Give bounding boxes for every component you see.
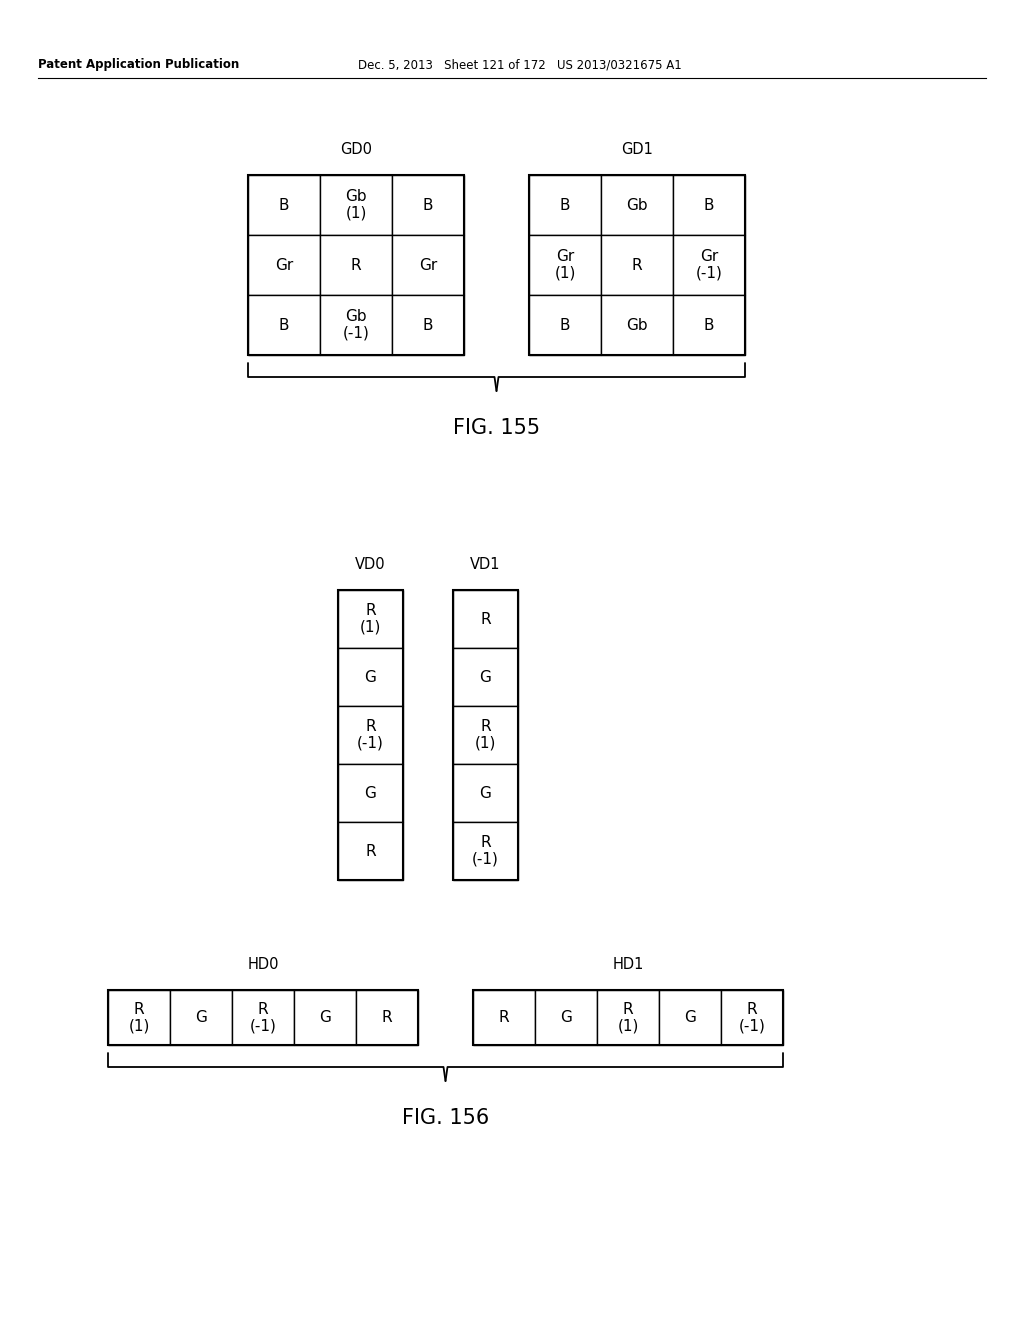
Text: GD1: GD1 — [622, 143, 653, 157]
Text: VD1: VD1 — [470, 557, 501, 572]
Text: B: B — [423, 198, 433, 213]
Text: G: G — [365, 785, 377, 800]
Bar — [248, 176, 464, 355]
Bar — [453, 648, 518, 706]
Bar — [535, 990, 597, 1045]
Text: B: B — [703, 318, 715, 333]
Text: Patent Application Publication: Patent Application Publication — [38, 58, 240, 71]
Text: R
(1): R (1) — [617, 1002, 639, 1034]
Bar — [601, 176, 673, 235]
Bar — [529, 176, 745, 355]
Text: R
(-1): R (-1) — [738, 1002, 765, 1034]
Bar — [338, 590, 403, 880]
Text: Gr
(-1): Gr (-1) — [695, 249, 723, 281]
Bar — [673, 176, 745, 235]
Bar — [108, 990, 418, 1045]
Text: G: G — [319, 1010, 331, 1026]
Bar — [319, 176, 392, 235]
Bar — [601, 294, 673, 355]
Text: R: R — [366, 843, 376, 858]
Text: B: B — [279, 318, 289, 333]
Bar — [673, 294, 745, 355]
Text: R
(1): R (1) — [128, 1002, 150, 1034]
Text: Gb: Gb — [627, 318, 648, 333]
Text: G: G — [684, 1010, 696, 1026]
Text: R: R — [382, 1010, 392, 1026]
Text: VD0: VD0 — [355, 557, 386, 572]
Bar — [659, 990, 721, 1045]
Bar — [392, 176, 464, 235]
Text: R: R — [350, 257, 361, 272]
Text: G: G — [560, 1010, 572, 1026]
Text: Gr: Gr — [419, 257, 437, 272]
Bar — [597, 990, 659, 1045]
Bar — [356, 990, 418, 1045]
Bar — [170, 990, 232, 1045]
Text: G: G — [195, 1010, 207, 1026]
Bar — [453, 822, 518, 880]
Bar — [453, 706, 518, 764]
Text: FIG. 156: FIG. 156 — [401, 1107, 489, 1129]
Bar — [338, 590, 403, 648]
Bar — [294, 990, 356, 1045]
Bar — [319, 235, 392, 294]
Bar — [248, 294, 319, 355]
Bar — [108, 990, 170, 1045]
Text: Gb
(1): Gb (1) — [345, 189, 367, 220]
Text: R
(1): R (1) — [359, 603, 381, 635]
Text: G: G — [479, 669, 492, 685]
Bar — [319, 294, 392, 355]
Text: Gb: Gb — [627, 198, 648, 213]
Bar — [338, 706, 403, 764]
Text: R
(-1): R (-1) — [357, 719, 384, 751]
Bar — [453, 764, 518, 822]
Bar — [392, 294, 464, 355]
Text: FIG. 155: FIG. 155 — [453, 418, 540, 438]
Text: B: B — [560, 318, 570, 333]
Text: B: B — [560, 198, 570, 213]
Bar — [453, 590, 518, 880]
Bar — [473, 990, 535, 1045]
Bar — [473, 990, 783, 1045]
Bar — [721, 990, 783, 1045]
Bar — [601, 235, 673, 294]
Bar — [338, 648, 403, 706]
Text: R
(-1): R (-1) — [250, 1002, 276, 1034]
Text: B: B — [279, 198, 289, 213]
Text: G: G — [365, 669, 377, 685]
Bar — [673, 235, 745, 294]
Text: Gr
(1): Gr (1) — [554, 249, 575, 281]
Text: B: B — [423, 318, 433, 333]
Bar — [392, 235, 464, 294]
Bar — [453, 590, 518, 648]
Bar — [338, 764, 403, 822]
Bar — [529, 176, 601, 235]
Bar — [248, 176, 319, 235]
Text: Gr: Gr — [274, 257, 293, 272]
Text: R: R — [632, 257, 642, 272]
Bar — [529, 235, 601, 294]
Bar — [232, 990, 294, 1045]
Text: G: G — [479, 785, 492, 800]
Text: HD0: HD0 — [247, 957, 279, 972]
Bar — [248, 235, 319, 294]
Text: Gb
(-1): Gb (-1) — [343, 309, 370, 341]
Text: Dec. 5, 2013   Sheet 121 of 172   US 2013/0321675 A1: Dec. 5, 2013 Sheet 121 of 172 US 2013/03… — [358, 58, 682, 71]
Bar — [529, 294, 601, 355]
Text: R
(1): R (1) — [475, 719, 497, 751]
Text: R: R — [499, 1010, 509, 1026]
Text: B: B — [703, 198, 715, 213]
Bar — [338, 822, 403, 880]
Text: R: R — [480, 611, 490, 627]
Text: HD1: HD1 — [612, 957, 644, 972]
Text: R
(-1): R (-1) — [472, 836, 499, 867]
Text: GD0: GD0 — [340, 143, 372, 157]
